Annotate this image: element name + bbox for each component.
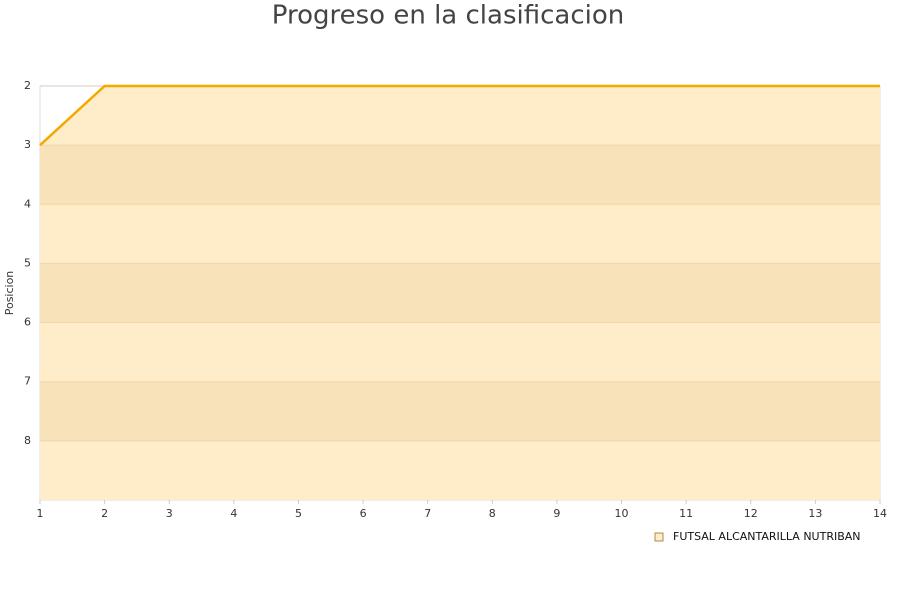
line <box>39 84 880 147</box>
x-tick-label: 7 <box>424 507 431 520</box>
x-tick-label: 5 <box>295 507 302 520</box>
y-tick-label: 8 <box>24 434 31 447</box>
y-tick-label: 5 <box>24 256 31 269</box>
x-tick-label: 10 <box>615 507 629 520</box>
x-tick-label: 2 <box>101 507 108 520</box>
grid-band <box>40 381 880 441</box>
x-tick-label: 1 <box>37 507 44 520</box>
legend-label: FUTSAL ALCANTARILLA NUTRIBAN <box>673 530 861 543</box>
y-axis-label: Posicion <box>3 271 16 316</box>
grid-band <box>40 263 880 323</box>
x-tick-label: 9 <box>553 507 560 520</box>
x-tick-label: 4 <box>230 507 237 520</box>
y-tick-label: 3 <box>24 138 31 151</box>
x-tick-label: 13 <box>808 507 822 520</box>
x-tick-label: 14 <box>873 507 887 520</box>
x-tick-label: 8 <box>489 507 496 520</box>
y-tick-label: 6 <box>24 316 31 329</box>
chart-title: Progreso en la clasificacion <box>272 1 624 31</box>
x-tick-label: 12 <box>744 507 758 520</box>
grid-band <box>40 145 880 205</box>
area <box>40 86 880 500</box>
y-tick-label: 4 <box>24 197 31 210</box>
x-tick-label: 3 <box>166 507 173 520</box>
x-tick-label: 11 <box>679 507 693 520</box>
y-tick-label: 2 <box>24 79 31 92</box>
x-tick-label: 6 <box>360 507 367 520</box>
legend-swatch <box>654 532 664 542</box>
y-tick-label: 7 <box>24 375 31 388</box>
